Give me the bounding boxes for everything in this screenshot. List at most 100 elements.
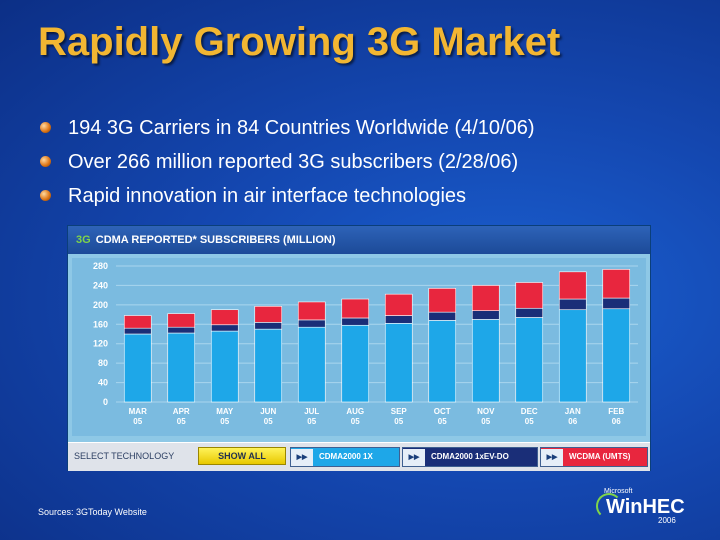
bullet-item: Rapid innovation in air interface techno…	[40, 184, 535, 218]
tech-label: CDMA2000 1xEV-DO	[431, 452, 509, 461]
bar-segment	[254, 306, 283, 323]
x-tick-label: 05	[133, 417, 142, 426]
bar-segment	[167, 313, 196, 328]
bar-segment	[428, 320, 457, 403]
x-tick-label: APR	[173, 407, 190, 416]
bar-segment	[297, 301, 326, 321]
chart-plot-area: 0 40 80 120 160 200 240 280 MAR 05 APR 05 MAY 05 JUN 05…	[72, 258, 646, 460]
bar-segment	[471, 310, 500, 320]
bar-segment	[558, 309, 587, 403]
bar-segment	[210, 324, 239, 332]
tech-label: WCDMA (UMTS)	[569, 452, 631, 461]
bar-segment	[254, 328, 283, 403]
bar-segment	[297, 326, 326, 403]
chart-title: CDMA REPORTED* SUBSCRIBERS (MILLION)	[95, 234, 336, 246]
x-tick-label: 06	[568, 417, 577, 426]
bar-segment	[210, 330, 239, 403]
x-tick-label: 05	[264, 417, 273, 426]
bar-segment	[558, 298, 587, 311]
bar-segment	[558, 271, 587, 300]
bullet-dot-icon	[40, 190, 51, 201]
y-tick-label: 280	[93, 261, 108, 271]
tech-cdma2000-1x-button[interactable]: ▶▶ CDMA2000 1X	[290, 447, 400, 467]
y-tick-label: 240	[93, 280, 108, 290]
bar-segment	[602, 297, 631, 310]
bar-segment	[384, 315, 413, 324]
tech-cdma2000-evdo-button[interactable]: ▶▶ CDMA2000 1xEV-DO	[402, 447, 538, 467]
bar-segment	[471, 285, 500, 311]
bullet-text: 194 3G Carriers in 84 Countries Worldwid…	[68, 117, 535, 139]
x-tick-label: AUG	[346, 407, 364, 416]
bullet-dot-icon	[40, 122, 51, 133]
x-tick-label: MAR	[129, 407, 147, 416]
x-tick-label: 05	[394, 417, 403, 426]
technology-selector: SELECT TECHNOLOGY SHOW ALL ▶▶ CDMA2000 1X…	[68, 442, 650, 471]
tech-label: CDMA2000 1X	[319, 452, 373, 461]
y-tick-label: 80	[98, 358, 108, 368]
x-tick-label: OCT	[434, 407, 451, 416]
chart-header: 3G CDMA REPORTED* SUBSCRIBERS (MILLION)	[68, 226, 650, 254]
bar-segment	[123, 327, 152, 335]
y-tick-label: 0	[103, 397, 108, 407]
logo-microsoft: Microsoft	[604, 488, 633, 495]
bar-segment	[123, 333, 152, 403]
bar-segment	[341, 298, 370, 319]
bullet-list: 194 3G Carriers in 84 Countries Worldwid…	[40, 116, 535, 218]
y-tick-label: 120	[93, 339, 108, 349]
bar-segment	[428, 288, 457, 313]
bar-segment	[210, 309, 239, 326]
bar-segment	[167, 326, 196, 334]
x-tick-label: JAN	[565, 407, 581, 416]
play-icon: ▶▶	[291, 449, 313, 466]
bar-segment	[602, 308, 631, 403]
bar-segment	[341, 324, 370, 403]
bar-segment	[515, 307, 544, 318]
x-tick-label: SEP	[391, 407, 408, 416]
x-tick-label: 05	[525, 417, 534, 426]
x-tick-label: 05	[307, 417, 316, 426]
x-tick-label: 05	[351, 417, 360, 426]
play-icon: ▶▶	[541, 449, 563, 466]
bar-segment	[167, 332, 196, 403]
bullet-item: 194 3G Carriers in 84 Countries Worldwid…	[40, 116, 535, 150]
bar-segment	[254, 322, 283, 330]
x-tick-label: 05	[220, 417, 229, 426]
bar-segment	[515, 282, 544, 309]
y-tick-label: 160	[93, 319, 108, 329]
y-tick-label: 200	[93, 300, 108, 310]
bar-segment	[428, 311, 457, 321]
bullet-text: Rapid innovation in air interface techno…	[68, 185, 467, 207]
bar-segment	[297, 319, 326, 328]
x-tick-label: 05	[438, 417, 447, 426]
bullet-item: Over 266 million reported 3G subscribers…	[40, 150, 535, 184]
show-all-button[interactable]: SHOW ALL	[198, 447, 286, 465]
x-tick-label: 05	[177, 417, 186, 426]
select-technology-label: SELECT TECHNOLOGY	[74, 451, 175, 461]
x-tick-label: 05	[481, 417, 490, 426]
bar-chart: 04080120160200240280MAR05APR05MAY05JUN05…	[93, 261, 638, 426]
y-tick-label: 40	[98, 378, 108, 388]
header-3g-label: 3G	[76, 234, 91, 246]
subscriber-chart-widget: 3G CDMA REPORTED* SUBSCRIBERS (MILLION) …	[67, 225, 651, 471]
logo-name: WinHEC	[606, 496, 685, 518]
logo-year: 2006	[658, 516, 676, 525]
bar-segment	[602, 269, 631, 299]
bar-segment	[123, 315, 152, 329]
bar-segment	[384, 323, 413, 403]
tech-wcdma-button[interactable]: ▶▶ WCDMA (UMTS)	[540, 447, 648, 467]
bar-segment	[471, 319, 500, 403]
bar-segment	[384, 293, 413, 316]
x-tick-label: JUN	[260, 407, 276, 416]
source-note: Sources: 3GToday Website	[38, 507, 147, 517]
bullet-text: Over 266 million reported 3G subscribers…	[68, 151, 519, 173]
winhec-logo: Microsoft WinHEC 2006	[596, 488, 706, 528]
x-tick-label: FEB	[608, 407, 624, 416]
x-tick-label: DEC	[521, 407, 538, 416]
play-icon: ▶▶	[403, 449, 425, 466]
x-tick-label: 06	[612, 417, 621, 426]
x-tick-label: JUL	[304, 407, 319, 416]
bullet-dot-icon	[40, 156, 51, 167]
logo-swoosh-icon	[596, 493, 622, 519]
x-tick-label: MAY	[216, 407, 234, 416]
bar-segment	[515, 317, 544, 403]
